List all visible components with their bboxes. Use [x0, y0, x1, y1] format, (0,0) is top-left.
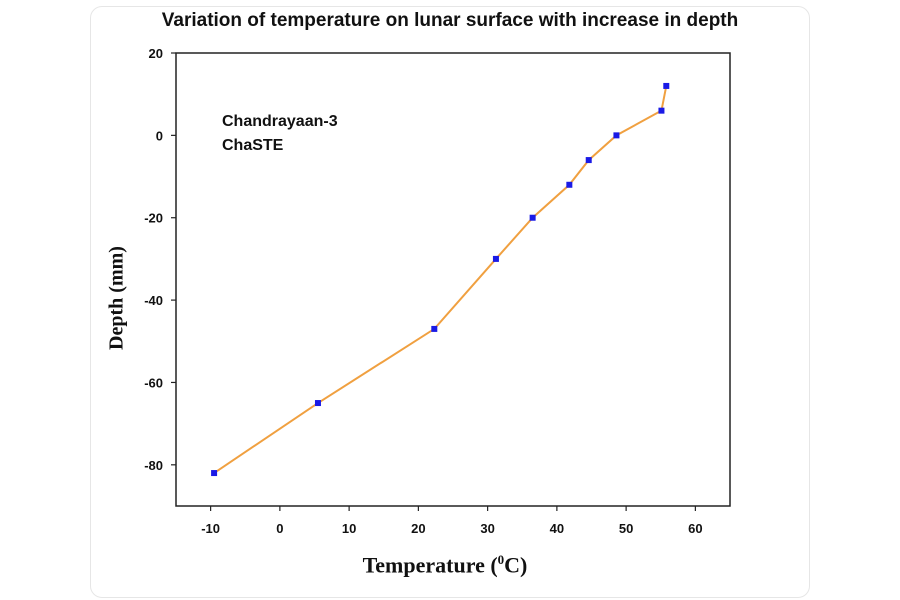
x-tick-label: 40 [550, 521, 564, 536]
chart-card [90, 6, 810, 598]
x-axis-label-sup: 0 [497, 552, 505, 567]
data-point [492, 255, 499, 262]
y-tick-label: 0 [156, 128, 163, 143]
data-point [658, 107, 665, 114]
y-tick-label: -20 [144, 211, 163, 226]
x-tick-label: 60 [688, 521, 702, 536]
y-tick-label: -60 [144, 375, 163, 390]
x-tick-label: 20 [411, 521, 425, 536]
x-tick-label: -10 [201, 521, 220, 536]
data-point [529, 214, 536, 221]
data-point [314, 400, 321, 407]
data-point [566, 181, 573, 188]
x-tick-label: 10 [342, 521, 356, 536]
annotation-line-1: Chandrayaan-3 [222, 113, 338, 130]
x-axis-label: Temperature (0C) [363, 552, 528, 578]
data-point [613, 132, 620, 139]
chart-title: Variation of temperature on lunar surfac… [161, 10, 739, 31]
y-tick-label: -80 [144, 458, 163, 473]
x-tick-label: 50 [619, 521, 633, 536]
y-tick-label: -40 [144, 293, 163, 308]
series-line [213, 85, 668, 474]
x-tick-label: 0 [276, 521, 283, 536]
x-tick-label: 30 [480, 521, 494, 536]
data-point [585, 157, 592, 164]
data-point [663, 82, 670, 89]
chart-annotation: Chandrayaan-3 ChaSTE [222, 110, 338, 158]
x-axis-label-end: C) [504, 552, 528, 578]
y-tick-label: 20 [149, 46, 163, 61]
plot-frame [175, 52, 731, 507]
annotation-line-2: ChaSTE [222, 137, 284, 154]
data-point [211, 470, 218, 477]
x-axis-label-text: Temperature ( [362, 552, 498, 578]
data-point [431, 325, 438, 332]
